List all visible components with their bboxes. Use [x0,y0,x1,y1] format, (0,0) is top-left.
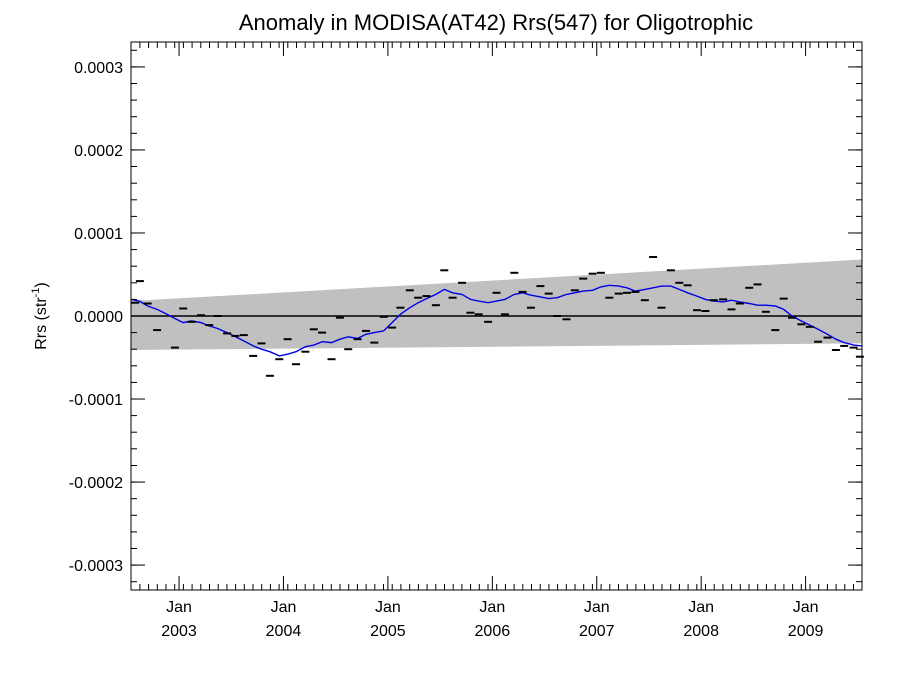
chart-title: Anomaly in MODISA(AT42) Rrs(547) for Oli… [239,10,753,35]
y-tick-label: -0.0003 [69,558,123,575]
x-tick-label-month: Jan [166,599,192,616]
x-tick-label-month: Jan [375,599,401,616]
trend-line [130,284,863,357]
y-axis-label-main: Rrs (str [33,297,50,350]
x-tick-label-year: 2007 [579,623,615,640]
x-tick-label-month: Jan [688,599,714,616]
ticks-layer: 0.0003 0.0002 0.0001 0.0000 -0.0001 -0.0002 -0… [69,42,862,640]
x-tick-label-month: Jan [793,599,819,616]
trend-line-layer [130,284,863,357]
x-tick-label-month: Jan [584,599,610,616]
y-tick-label: 0.0001 [74,226,123,243]
data-points-layer [131,256,864,377]
y-tick-label: -0.0001 [69,392,123,409]
x-tick-label-month: Jan [271,599,297,616]
x-tick-label-year: 2003 [161,623,197,640]
x-tick-label-year: 2009 [788,623,824,640]
y-tick-label: 0.0003 [74,60,123,77]
y-axis-label-close: ) [33,282,50,287]
x-tick-label-year: 2006 [475,623,511,640]
y-tick-label: 0.0002 [74,143,123,160]
y-tick-label: -0.0002 [69,475,123,492]
x-tick-label-year: 2005 [370,623,406,640]
x-tick-label-year: 2004 [266,623,302,640]
x-tick-label-month: Jan [479,599,505,616]
y-tick-label: 0.0000 [74,309,123,326]
x-tick-label-year: 2008 [683,623,719,640]
y-axis-label: Rrs (str-1) [30,282,50,350]
y-axis-label-superscript: -1 [30,288,42,298]
